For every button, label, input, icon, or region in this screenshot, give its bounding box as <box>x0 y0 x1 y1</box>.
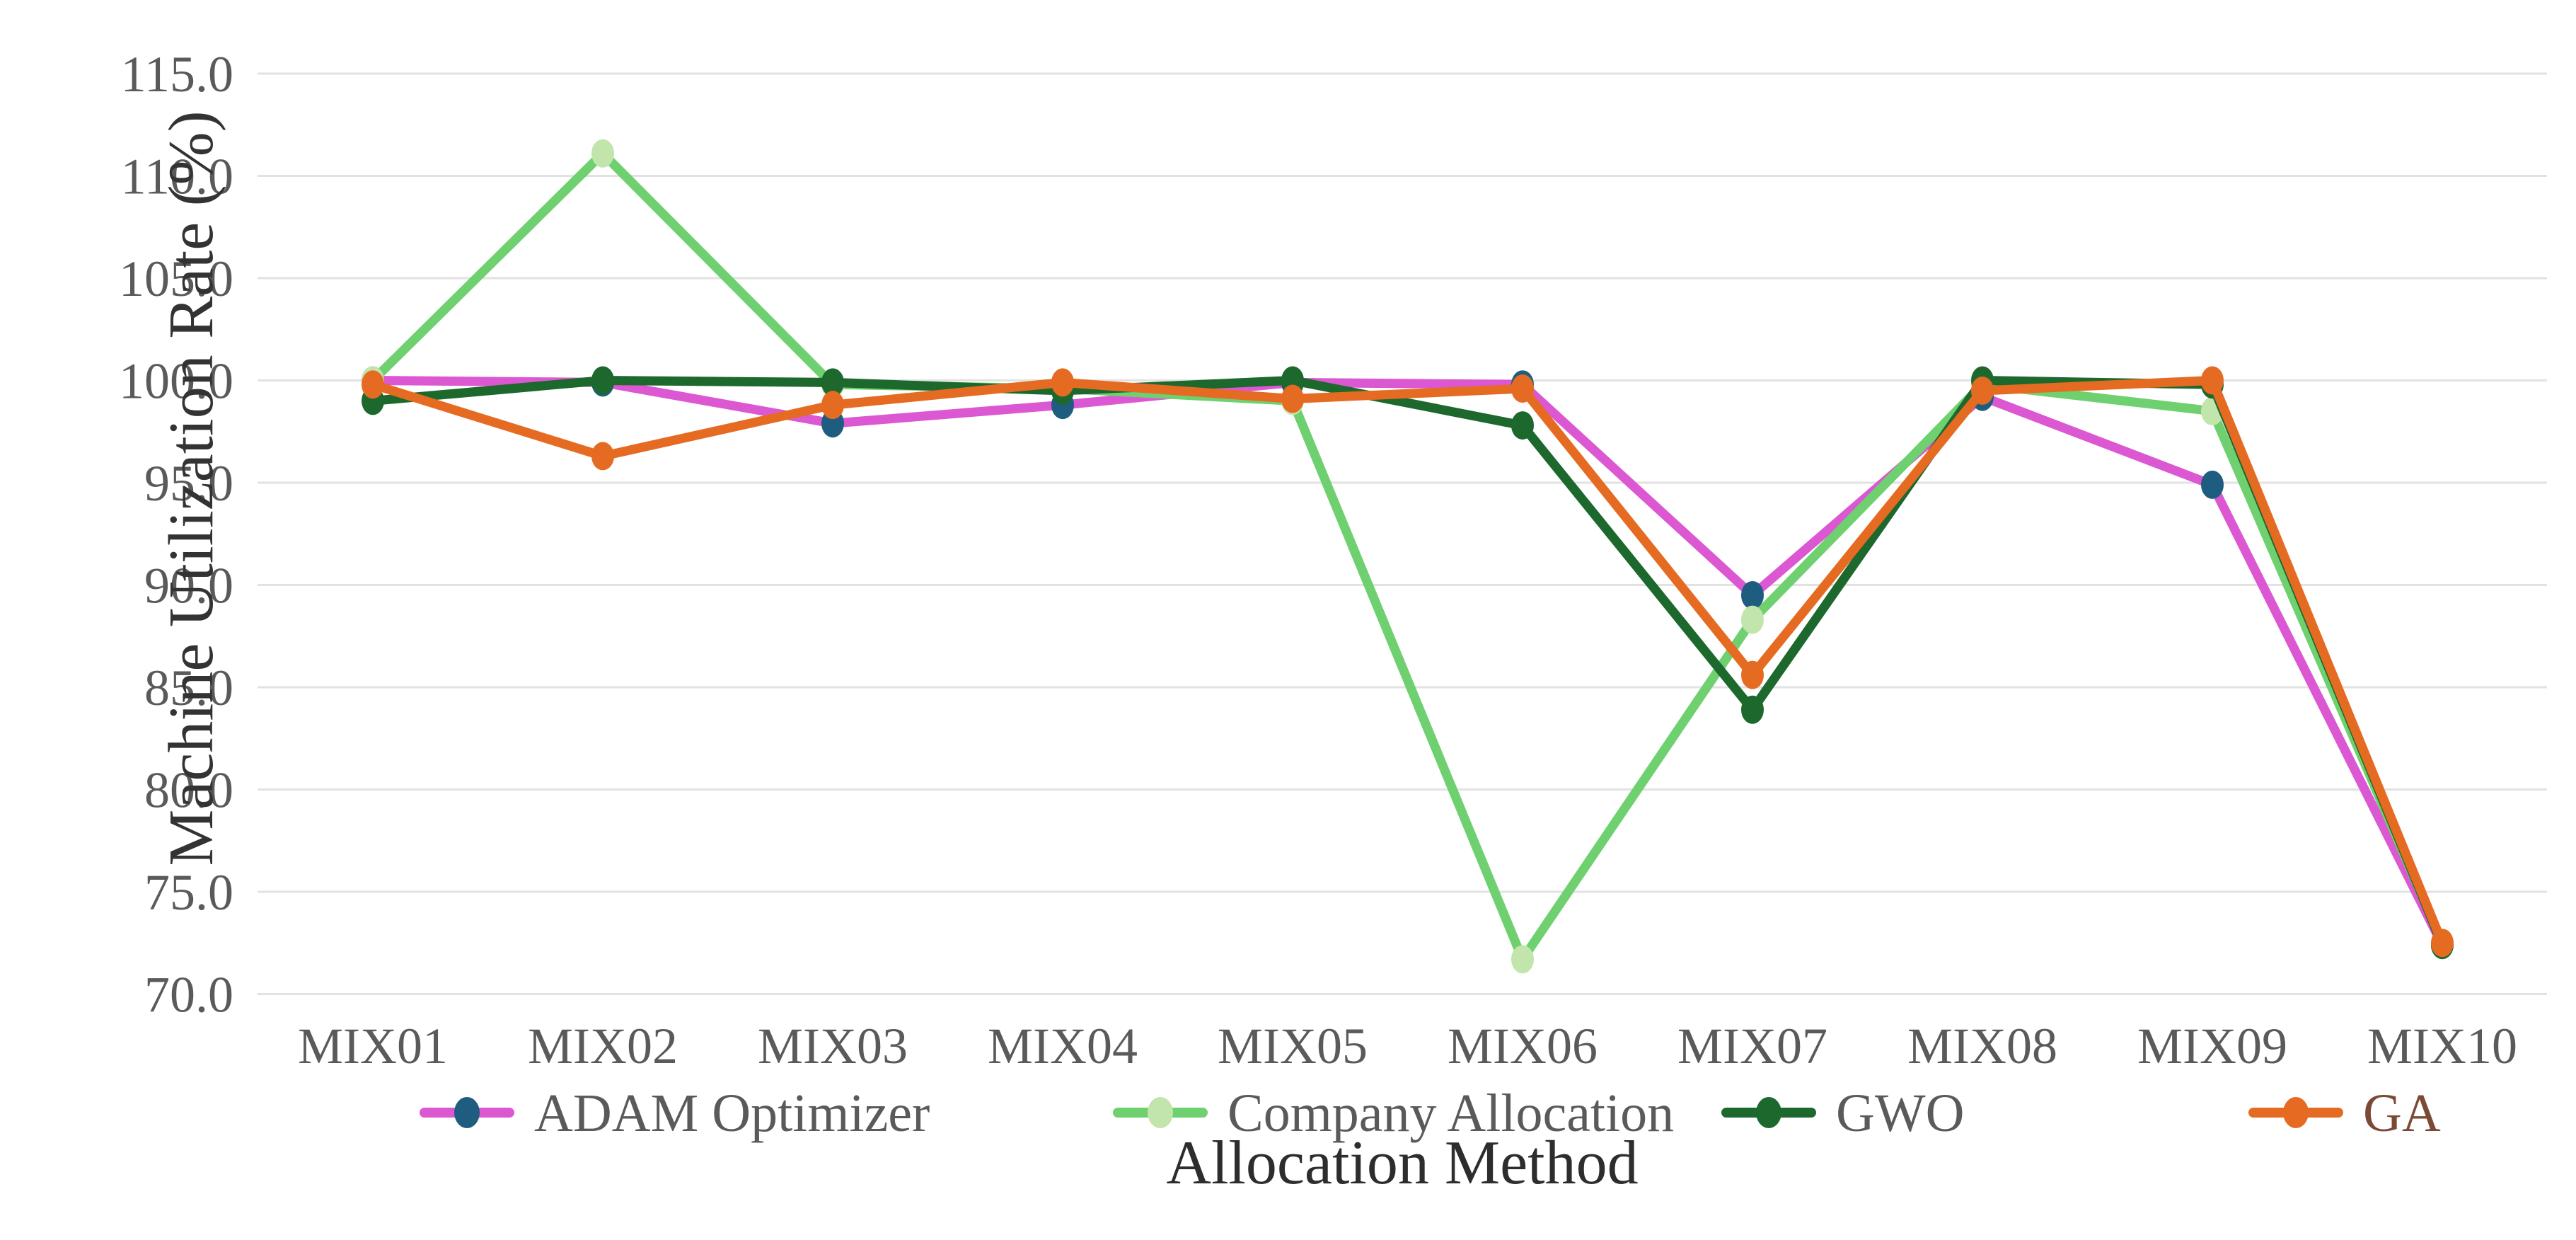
x-tick-label: MIX02 <box>528 1018 678 1074</box>
legend-label: Company Allocation <box>1228 1084 1674 1143</box>
x-tick-label: MIX07 <box>1677 1018 1827 1074</box>
data-point-marker <box>1741 580 1764 609</box>
data-point-marker <box>1741 695 1764 724</box>
x-tick-label: MIX10 <box>2367 1018 2517 1074</box>
legend-marker-dot <box>1756 1097 1781 1128</box>
x-tick-label: MIX05 <box>1218 1018 1368 1074</box>
data-point-marker <box>821 391 844 420</box>
data-point-marker <box>591 139 614 168</box>
y-tick-label: 100.0 <box>119 353 233 410</box>
series-layer <box>362 139 2454 974</box>
data-point-marker <box>1511 945 1534 974</box>
y-axis-tick-labels: 115.0 110.0 105.0 100.0 95.0 90.0 85.0 80.0 75.0… <box>119 46 233 1023</box>
data-point-marker <box>1741 605 1764 634</box>
legend-label: ADAM Optimizer <box>534 1084 930 1143</box>
y-tick-label: 105.0 <box>119 251 233 307</box>
y-axis-title: Machine Utilization Rate (%) <box>156 110 226 866</box>
data-point-marker <box>2201 470 2224 499</box>
data-point-marker <box>591 442 614 471</box>
x-tick-label: MIX09 <box>2137 1018 2287 1074</box>
data-point-marker <box>1511 411 1534 440</box>
data-point-marker <box>1511 374 1534 403</box>
legend-marker-dot <box>2283 1097 2309 1128</box>
x-axis-title: Allocation Method <box>1166 1129 1638 1198</box>
data-point-marker <box>1971 376 1994 405</box>
x-tick-label: MIX01 <box>298 1018 448 1074</box>
series-line-2 <box>368 376 2447 950</box>
y-tick-label: 85.0 <box>144 660 233 716</box>
data-point-marker <box>2431 929 2454 958</box>
legend: ADAM Optimizer Company Allocation GWO GA <box>420 1084 2441 1143</box>
data-point-marker <box>1281 384 1304 413</box>
x-tick-label: MIX04 <box>988 1018 1138 1074</box>
data-point-marker <box>2201 366 2224 395</box>
x-axis-tick-labels: MIX01 MIX02 MIX03 MIX04 MIX05 MIX06 MIX07 MIX08… <box>298 1018 2517 1074</box>
legend-marker-dot <box>454 1097 480 1128</box>
legend-label: GWO <box>1836 1084 1965 1143</box>
y-tick-label: 115.0 <box>121 46 233 103</box>
x-tick-label: MIX08 <box>1907 1018 2057 1074</box>
y-tick-label: 75.0 <box>144 864 233 921</box>
series-line-1 <box>368 149 2447 964</box>
y-tick-label: 90.0 <box>144 558 233 614</box>
legend-label: GA <box>2363 1084 2441 1143</box>
x-tick-label: MIX06 <box>1448 1018 1598 1074</box>
series-line-0 <box>368 376 2447 950</box>
y-tick-label: 110.0 <box>121 149 233 205</box>
gridlines <box>258 72 2547 995</box>
x-tick-label: MIX03 <box>758 1018 908 1074</box>
data-point-marker <box>1741 660 1764 689</box>
data-point-marker <box>362 370 384 399</box>
y-tick-label: 70.0 <box>144 967 233 1023</box>
series-line-3 <box>368 376 2447 948</box>
legend-marker-dot <box>1148 1097 1173 1128</box>
y-tick-label: 95.0 <box>144 455 233 512</box>
y-tick-label: 80.0 <box>144 762 233 819</box>
data-point-marker <box>821 368 844 397</box>
data-point-marker <box>591 366 614 395</box>
data-point-marker <box>1051 368 1074 397</box>
